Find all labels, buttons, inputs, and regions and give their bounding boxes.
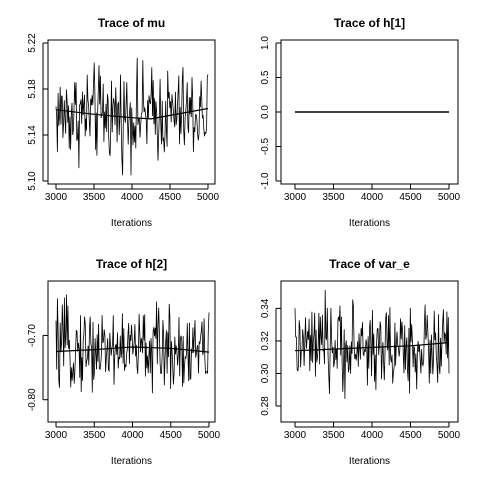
y-tick-label: 0.28 [260,396,271,416]
y-tick-label: 1.0 [260,36,271,50]
y-tick-label: 5.14 [27,125,38,145]
x-axis-label: Iterations [111,218,152,229]
y-tick-label: 5.10 [27,171,38,191]
x-axis-label: Iterations [111,456,152,467]
panel-title: Trace of h[2] [96,257,167,271]
smooth-line [55,107,209,120]
x-tick-label: 3500 [322,430,345,441]
panel-3: Trace of h[2] 3000 3500 4000 4500 5000 Iterati… [27,257,221,467]
x-tick-label: 5000 [197,192,220,203]
x-tick-label: 3000 [284,192,307,203]
y-tick-label: 0.32 [260,331,271,351]
x-tick-label: 4000 [121,192,144,203]
x-tick-label: 4500 [399,430,422,441]
y-tick-label: 5.18 [27,79,38,99]
x-tick-label: 3500 [83,430,106,441]
x-tick-label: 4500 [399,192,422,203]
x-tick-label: 4500 [160,430,183,441]
y-tick-label: 0.34 [260,298,271,318]
x-tick-label: 3000 [45,430,68,441]
plot-frame [280,280,459,423]
x-tick-label: 3000 [45,192,68,203]
y-tick-label: -1.0 [260,172,271,190]
trace-line [55,294,210,394]
x-axis-label: Iterations [349,218,390,229]
panel-1: Trace of mu 3000 3500 4000 4500 5000 Iteration… [27,16,220,229]
trace-line [294,289,450,399]
x-tick-label: 4000 [361,192,384,203]
panel-title: Trace of h[1] [334,16,405,30]
x-tick-label: 3500 [83,192,106,203]
y-tick-label: 0.5 [260,70,271,84]
trace-line [55,57,209,176]
x-tick-label: 3000 [284,430,307,441]
y-tick-label: -0.80 [27,388,38,411]
y-tick-label: -0.70 [27,324,38,347]
panel-title: Trace of var_e [329,257,410,271]
smooth-line [294,342,450,352]
x-tick-label: 4000 [361,430,384,441]
x-tick-label: 5000 [438,430,461,441]
plot-frame [47,280,216,423]
x-tick-label: 4000 [121,430,144,441]
x-tick-label: 5000 [438,192,461,203]
x-tick-label: 3500 [322,192,345,203]
panel-4: Trace of var_e 3000 3500 4000 4500 5000 Iterat… [260,257,461,467]
panel-title: Trace of mu [98,16,165,30]
smooth-line [55,346,210,353]
y-tick-label: -0.5 [260,137,271,155]
x-tick-label: 5000 [198,430,221,441]
x-tick-label: 4500 [159,192,182,203]
panel-2: Trace of h[1] 3000 3500 4000 4500 5000 Iterati… [260,16,461,229]
y-tick-label: 0.30 [260,363,271,383]
x-axis-label: Iterations [349,456,390,467]
y-tick-label: 5.22 [27,33,38,53]
y-tick-label: 0.0 [260,105,271,119]
